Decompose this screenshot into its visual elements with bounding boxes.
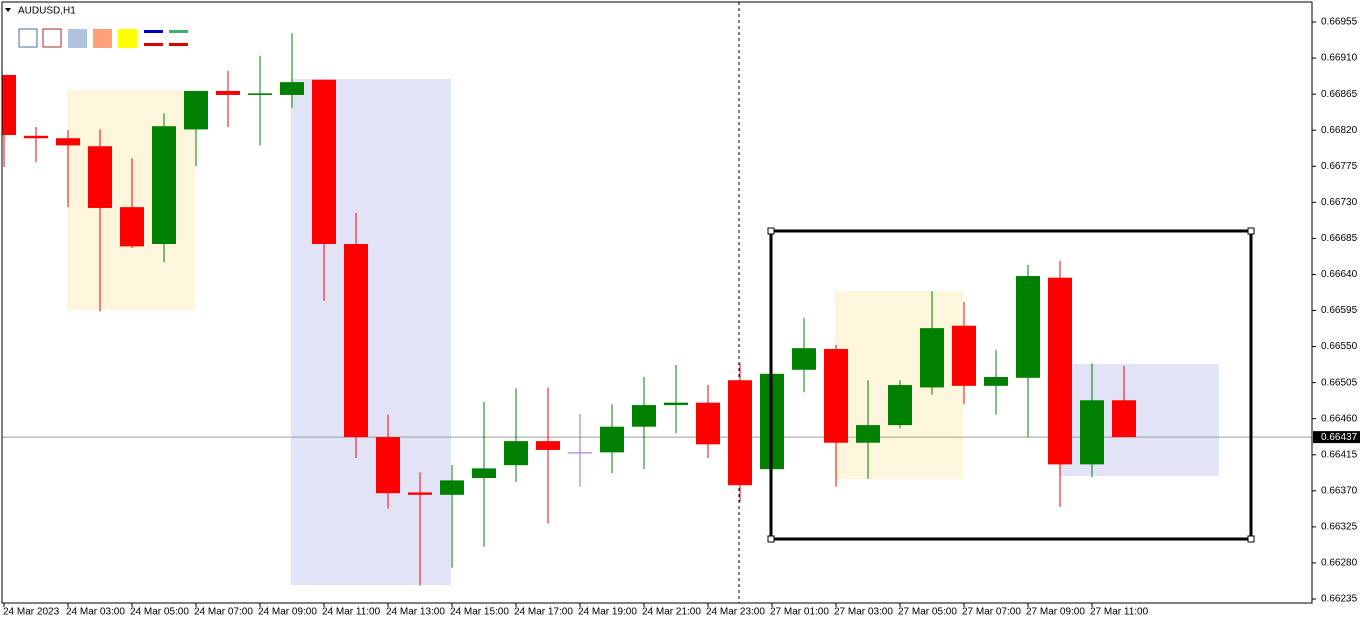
tool-icon[interactable] (169, 43, 188, 46)
candle-body (696, 402, 720, 445)
candle-body (856, 425, 880, 443)
drawn-rectangle[interactable] (769, 229, 1253, 541)
plot (2, 33, 1312, 586)
candle-body (984, 377, 1008, 386)
x-tick-label: 24 Mar 2023 (3, 607, 60, 618)
candle-body (536, 441, 560, 450)
x-tick-label: 24 Mar 05:00 (130, 607, 189, 618)
handle[interactable] (1247, 227, 1255, 235)
candle-body (88, 146, 112, 208)
last-price-tag (1313, 431, 1360, 444)
candle-body (1016, 276, 1040, 378)
y-tick-label: 0.66865 (1321, 89, 1358, 100)
candle-body (152, 126, 176, 245)
y-tick-label: 0.66955 (1321, 17, 1358, 28)
candle-body (632, 405, 656, 427)
candle-body (664, 402, 688, 406)
candle-body (728, 380, 752, 486)
candle-body (24, 135, 48, 139)
x-tick-label: 24 Mar 19:00 (578, 607, 637, 618)
candle-body (248, 93, 272, 95)
x-tick-label: 24 Mar 23:00 (706, 607, 765, 618)
tool-icon[interactable] (68, 29, 87, 48)
y-tick-label: 0.66325 (1321, 522, 1358, 533)
last-price-label: 0.66437 (1321, 432, 1358, 443)
y-tick-label: 0.66280 (1321, 558, 1358, 569)
candle-body (1048, 277, 1072, 465)
x-tick-label: 27 Mar 09:00 (1026, 607, 1085, 618)
x-tick-label: 24 Mar 03:00 (66, 607, 125, 618)
handle[interactable] (767, 535, 775, 543)
candle-body (1112, 400, 1136, 438)
x-tick-label: 24 Mar 07:00 (194, 607, 253, 618)
candle-body (216, 90, 240, 95)
candle-body (344, 244, 368, 438)
plot-frame (1, 1, 1313, 604)
y-tick-label: 0.66370 (1321, 485, 1358, 496)
y-tick-label: 0.66640 (1321, 269, 1358, 280)
candle-body (504, 441, 528, 466)
candle-body (120, 207, 144, 247)
y-tick-label: 0.66820 (1321, 125, 1358, 136)
x-tick-label: 27 Mar 03:00 (834, 607, 893, 618)
candle-body (280, 82, 304, 95)
x-tick-label: 27 Mar 01:00 (770, 607, 829, 618)
candle-body (184, 90, 208, 130)
candle-body (472, 468, 496, 478)
x-tick-label: 24 Mar 13:00 (386, 607, 445, 618)
x-tick-label: 27 Mar 07:00 (962, 607, 1021, 618)
y-tick-label: 0.66730 (1321, 197, 1358, 208)
x-tick-label: 24 Mar 21:00 (642, 607, 701, 618)
candle-body (888, 385, 912, 426)
symbol-menu-arrow[interactable] (5, 8, 11, 12)
x-tick-label: 24 Mar 11:00 (322, 607, 381, 618)
chart-title: AUDUSD,H1 (18, 6, 76, 17)
y-tick-label: 0.66235 (1321, 594, 1358, 605)
tool-icon[interactable] (18, 28, 38, 48)
candle-body (600, 426, 624, 453)
tool-icon[interactable] (144, 30, 163, 33)
y-tick-label: 0.66415 (1321, 449, 1358, 460)
x-tick-label: 24 Mar 09:00 (258, 607, 317, 618)
candle-body (792, 348, 816, 370)
handle[interactable] (1247, 535, 1255, 543)
tool-icon[interactable] (93, 29, 112, 48)
tool-icon[interactable] (169, 30, 188, 33)
y-tick-label: 0.66550 (1321, 341, 1358, 352)
candle-body (376, 437, 400, 494)
x-tick-label: 27 Mar 11:00 (1090, 607, 1149, 618)
y-tick-label: 0.66505 (1321, 377, 1358, 388)
candle-body (952, 325, 976, 386)
candle-body (2, 74, 16, 136)
tool-icon[interactable] (144, 43, 163, 46)
y-tick-label: 0.66685 (1321, 233, 1358, 244)
tool-icon[interactable] (118, 29, 137, 48)
candle-body (920, 328, 944, 388)
candle-body (440, 480, 464, 495)
candle-body (312, 79, 336, 245)
y-tick-label: 0.66775 (1321, 161, 1358, 172)
y-tick-label: 0.66460 (1321, 413, 1358, 424)
candle-body (56, 138, 80, 146)
y-tick-label: 0.66595 (1321, 305, 1358, 316)
candle-body (408, 492, 432, 495)
x-tick-label: 24 Mar 15:00 (450, 607, 509, 618)
x-tick-label: 24 Mar 17:00 (514, 607, 573, 618)
x-tick-label: 27 Mar 05:00 (898, 607, 957, 618)
candle-body (824, 348, 848, 443)
candle-body (1080, 400, 1104, 465)
y-tick-label: 0.66910 (1321, 53, 1358, 64)
tool-icon[interactable] (42, 28, 62, 48)
handle[interactable] (767, 227, 775, 235)
candle-body (568, 452, 592, 454)
